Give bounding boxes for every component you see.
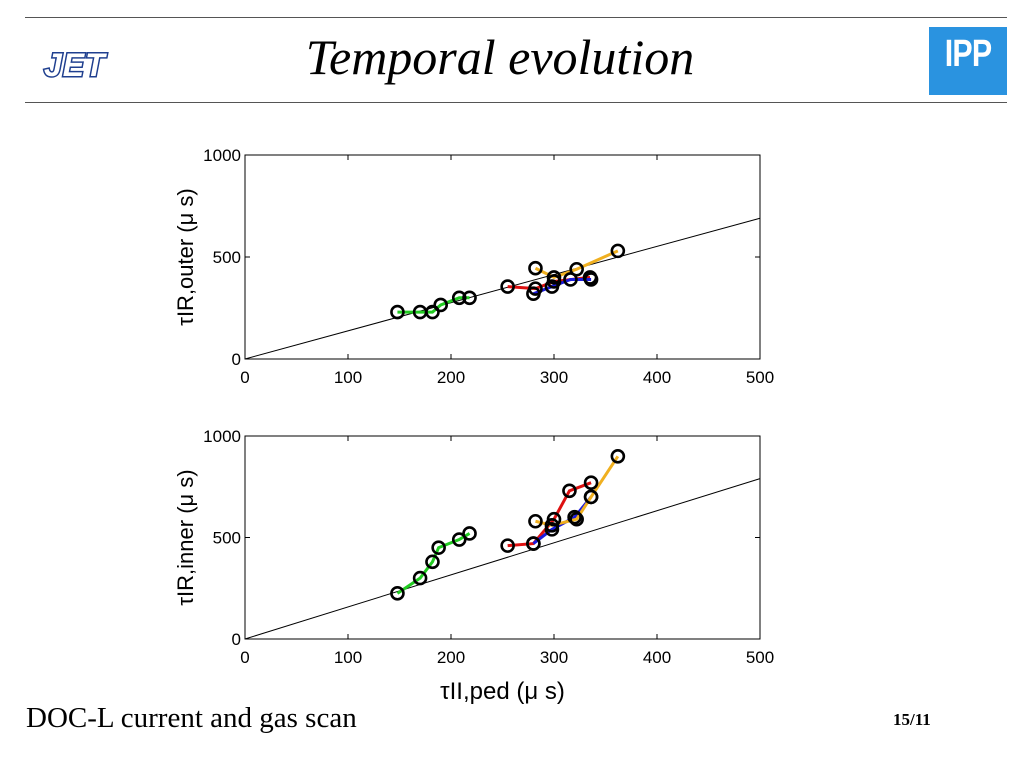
x-tick-label: 100 xyxy=(334,648,362,667)
data-point xyxy=(610,448,626,464)
data-point xyxy=(528,513,543,529)
data-point xyxy=(431,540,446,555)
data-point xyxy=(390,586,405,601)
data-point xyxy=(544,279,560,294)
page-number: 15/11 xyxy=(893,710,931,729)
data-point xyxy=(451,532,467,547)
x-tick-label: 100 xyxy=(334,368,362,387)
data-point xyxy=(563,272,578,287)
x-tick-label: 500 xyxy=(746,368,774,387)
x-tick-label: 200 xyxy=(437,368,465,387)
data-point xyxy=(528,260,543,276)
x-tick-label: 500 xyxy=(746,648,774,667)
data-point xyxy=(425,554,440,570)
top-rule xyxy=(25,17,1007,18)
data-point xyxy=(500,538,515,553)
data-point xyxy=(500,279,515,294)
y-tick-label: 500 xyxy=(213,529,241,548)
data-point xyxy=(583,489,599,505)
data-point xyxy=(583,475,599,490)
y-axis-label: τIR,outer (μ s) xyxy=(173,188,198,326)
data-point xyxy=(544,518,560,533)
y-tick-label: 500 xyxy=(213,248,241,267)
series-line-4 xyxy=(534,249,619,280)
x-tick-label: 0 xyxy=(240,648,249,667)
x-tick-label: 200 xyxy=(437,648,465,667)
data-point xyxy=(425,304,440,320)
data-point xyxy=(569,511,584,527)
ipp-logo: IPP xyxy=(929,27,1007,95)
data-point xyxy=(546,270,562,285)
jet-logo-text: JET xyxy=(44,47,107,81)
x-tick-label: 300 xyxy=(540,368,568,387)
data-point xyxy=(583,272,599,287)
reference-line xyxy=(244,478,761,640)
x-tick-label: 400 xyxy=(643,648,671,667)
chart-2: 0 100 200 300 400 500 0 500 1000 τIR,inner (μ s) τ… xyxy=(173,427,774,705)
data-point xyxy=(610,243,626,259)
data-point xyxy=(567,509,582,525)
series-line-3 xyxy=(532,277,592,296)
y-tick-label: 0 xyxy=(232,630,241,649)
x-axis-label: τII,ped (μ s) xyxy=(440,678,565,705)
data-point xyxy=(462,526,477,541)
y-tick-label: 1000 xyxy=(203,427,241,446)
series-line-1 xyxy=(396,532,471,595)
plot-frame xyxy=(244,154,761,360)
data-point xyxy=(569,261,584,277)
jet-logo: JET xyxy=(43,47,108,81)
plot-frame xyxy=(244,435,761,640)
data-point xyxy=(462,290,477,306)
y-tick-label: 1000 xyxy=(203,146,241,165)
y-tick-label: 0 xyxy=(232,350,241,369)
x-tick-label: 400 xyxy=(643,368,671,387)
x-tick-label: 300 xyxy=(540,648,568,667)
data-point xyxy=(451,290,467,306)
y-axis-label: τIR,inner (μ s) xyxy=(173,469,198,605)
data-point xyxy=(526,536,541,551)
data-point xyxy=(412,570,428,586)
slide-title: Temporal evolution xyxy=(305,29,695,85)
data-point xyxy=(390,304,405,320)
chart-1: 0 100 200 300 400 500 0 500 1000 τIR,outer (μ s) xyxy=(173,146,774,387)
ipp-logo-text: IPP xyxy=(944,33,992,75)
data-point xyxy=(562,483,577,499)
data-point xyxy=(526,286,541,302)
header-rule xyxy=(25,102,1007,103)
data-point xyxy=(433,297,449,313)
footer-text: DOC-L current and gas scan xyxy=(26,702,357,734)
x-tick-label: 0 xyxy=(240,368,249,387)
